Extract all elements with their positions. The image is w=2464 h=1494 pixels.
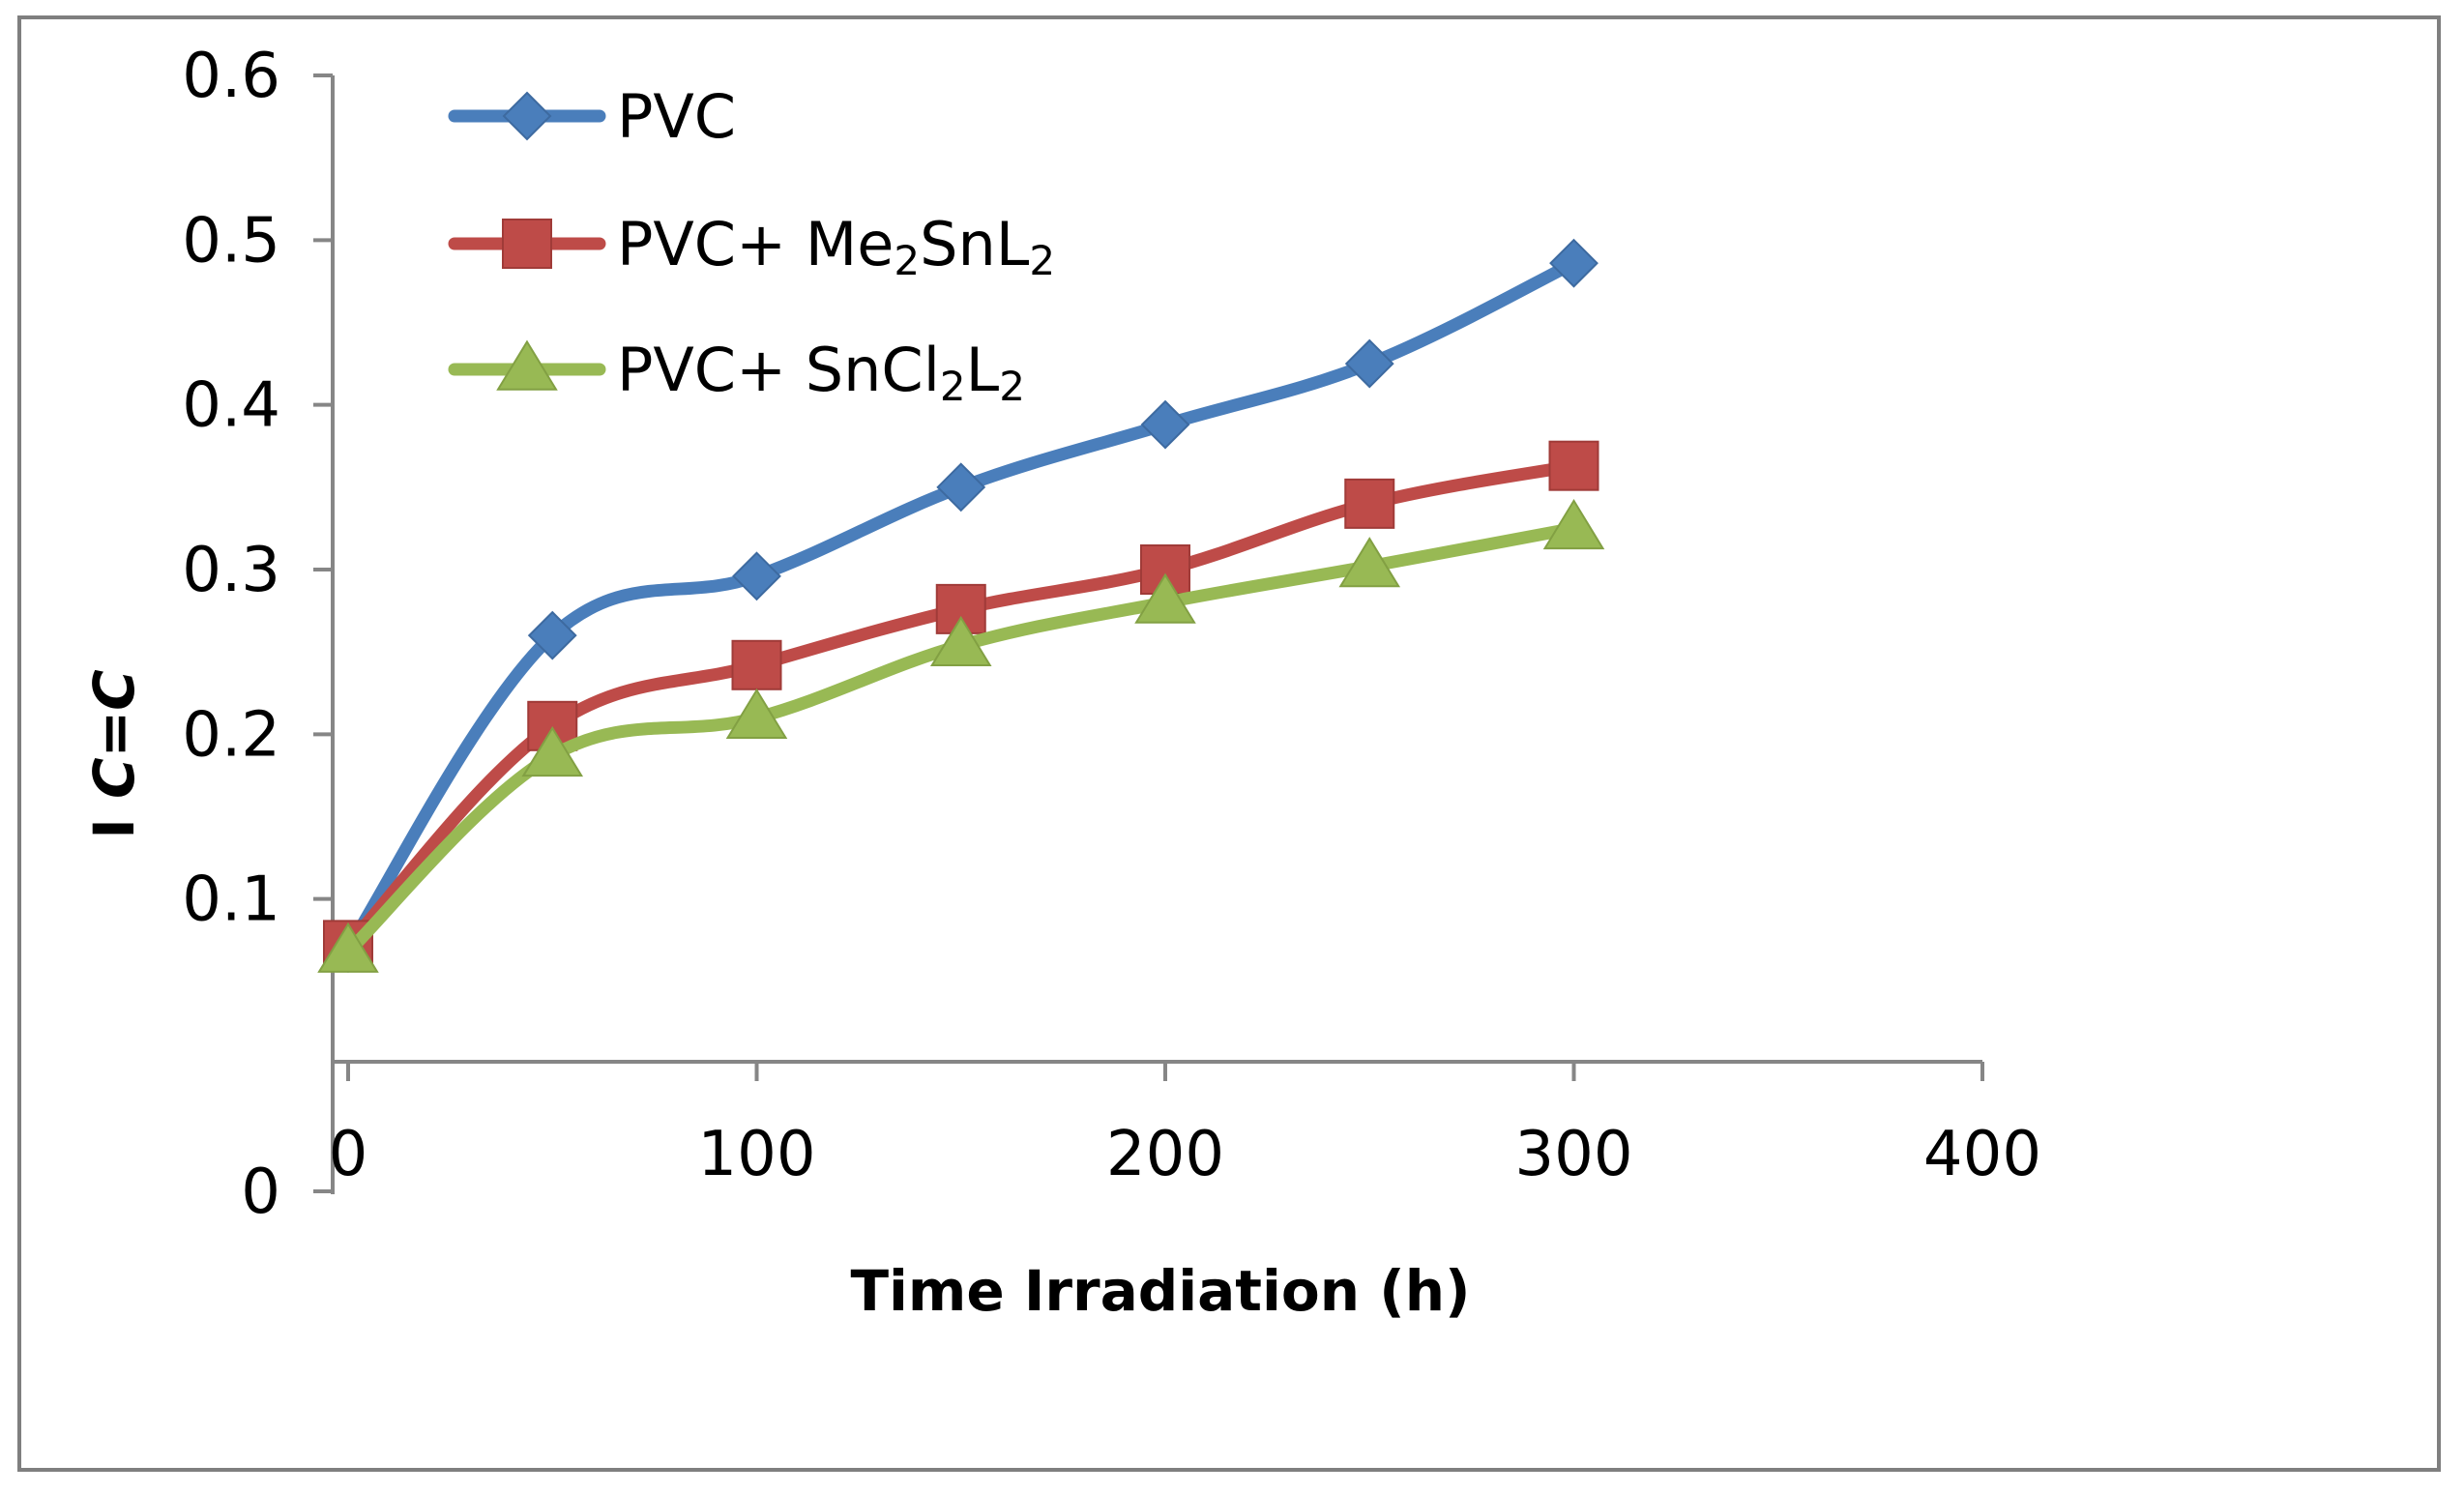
y-axis-title: I C=C (81, 669, 147, 839)
y-tick-label: 0.3 (182, 535, 280, 606)
data-point (521, 726, 584, 777)
data-point (929, 615, 992, 667)
legend-swatch-marker (502, 219, 552, 269)
y-tick-label: 0.5 (182, 205, 280, 277)
y-tick-label: 0.4 (182, 370, 280, 442)
legend-label: PVC (617, 81, 736, 152)
data-point (1338, 537, 1401, 588)
data-point (527, 610, 577, 660)
legend-label: PVC+ SnCl2L2 (617, 335, 1025, 410)
legend-swatch-marker (496, 339, 558, 391)
data-point (1140, 399, 1190, 450)
series-layer (317, 238, 1605, 974)
y-tick-label: 0.6 (182, 41, 280, 112)
legend-label: PVC+ Me2SnL2 (617, 209, 1055, 284)
x-tick-label: 400 (1923, 1119, 2041, 1190)
x-tick-label: 200 (1106, 1119, 1224, 1190)
legend: PVC PVC+ Me2SnL2 PVC+ SnCl2L2 (448, 81, 1055, 410)
y-tick-label: 0 (241, 1157, 280, 1228)
series-2 (323, 440, 1599, 971)
data-point (317, 922, 379, 973)
legend-swatch-marker (502, 91, 552, 141)
y-tick-label: 0.2 (182, 699, 280, 771)
chart-frame (17, 15, 2441, 1472)
data-point (1344, 338, 1394, 389)
data-point (732, 551, 781, 601)
data-point (1548, 440, 1599, 491)
data-point (936, 462, 986, 513)
y-tick-label: 0.1 (182, 864, 280, 936)
legend-item-3: PVC+ SnCl2L2 (448, 335, 1025, 410)
data-point (731, 639, 782, 690)
y-axis-title-italic: C=C (81, 669, 147, 799)
x-tick-label: 300 (1514, 1119, 1632, 1190)
y-axis-title-prefix: I (81, 799, 147, 839)
series-1 (323, 238, 1599, 974)
x-tick-label: 0 (329, 1119, 368, 1190)
series-3 (317, 498, 1605, 973)
legend-item-2: PVC+ Me2SnL2 (448, 209, 1055, 284)
data-point (1542, 498, 1605, 550)
x-tick-label: 100 (697, 1119, 815, 1190)
data-point (1134, 572, 1196, 624)
axes: 0 0.1 0.2 0.3 0.4 0.5 0.6 0 100 200 300 400 (182, 41, 2041, 1228)
data-point (1344, 478, 1395, 529)
data-point (1549, 238, 1599, 288)
legend-item-1: PVC (448, 81, 736, 152)
data-point (725, 688, 788, 739)
x-axis-title: Time Irradiation (h) (850, 1258, 1470, 1324)
